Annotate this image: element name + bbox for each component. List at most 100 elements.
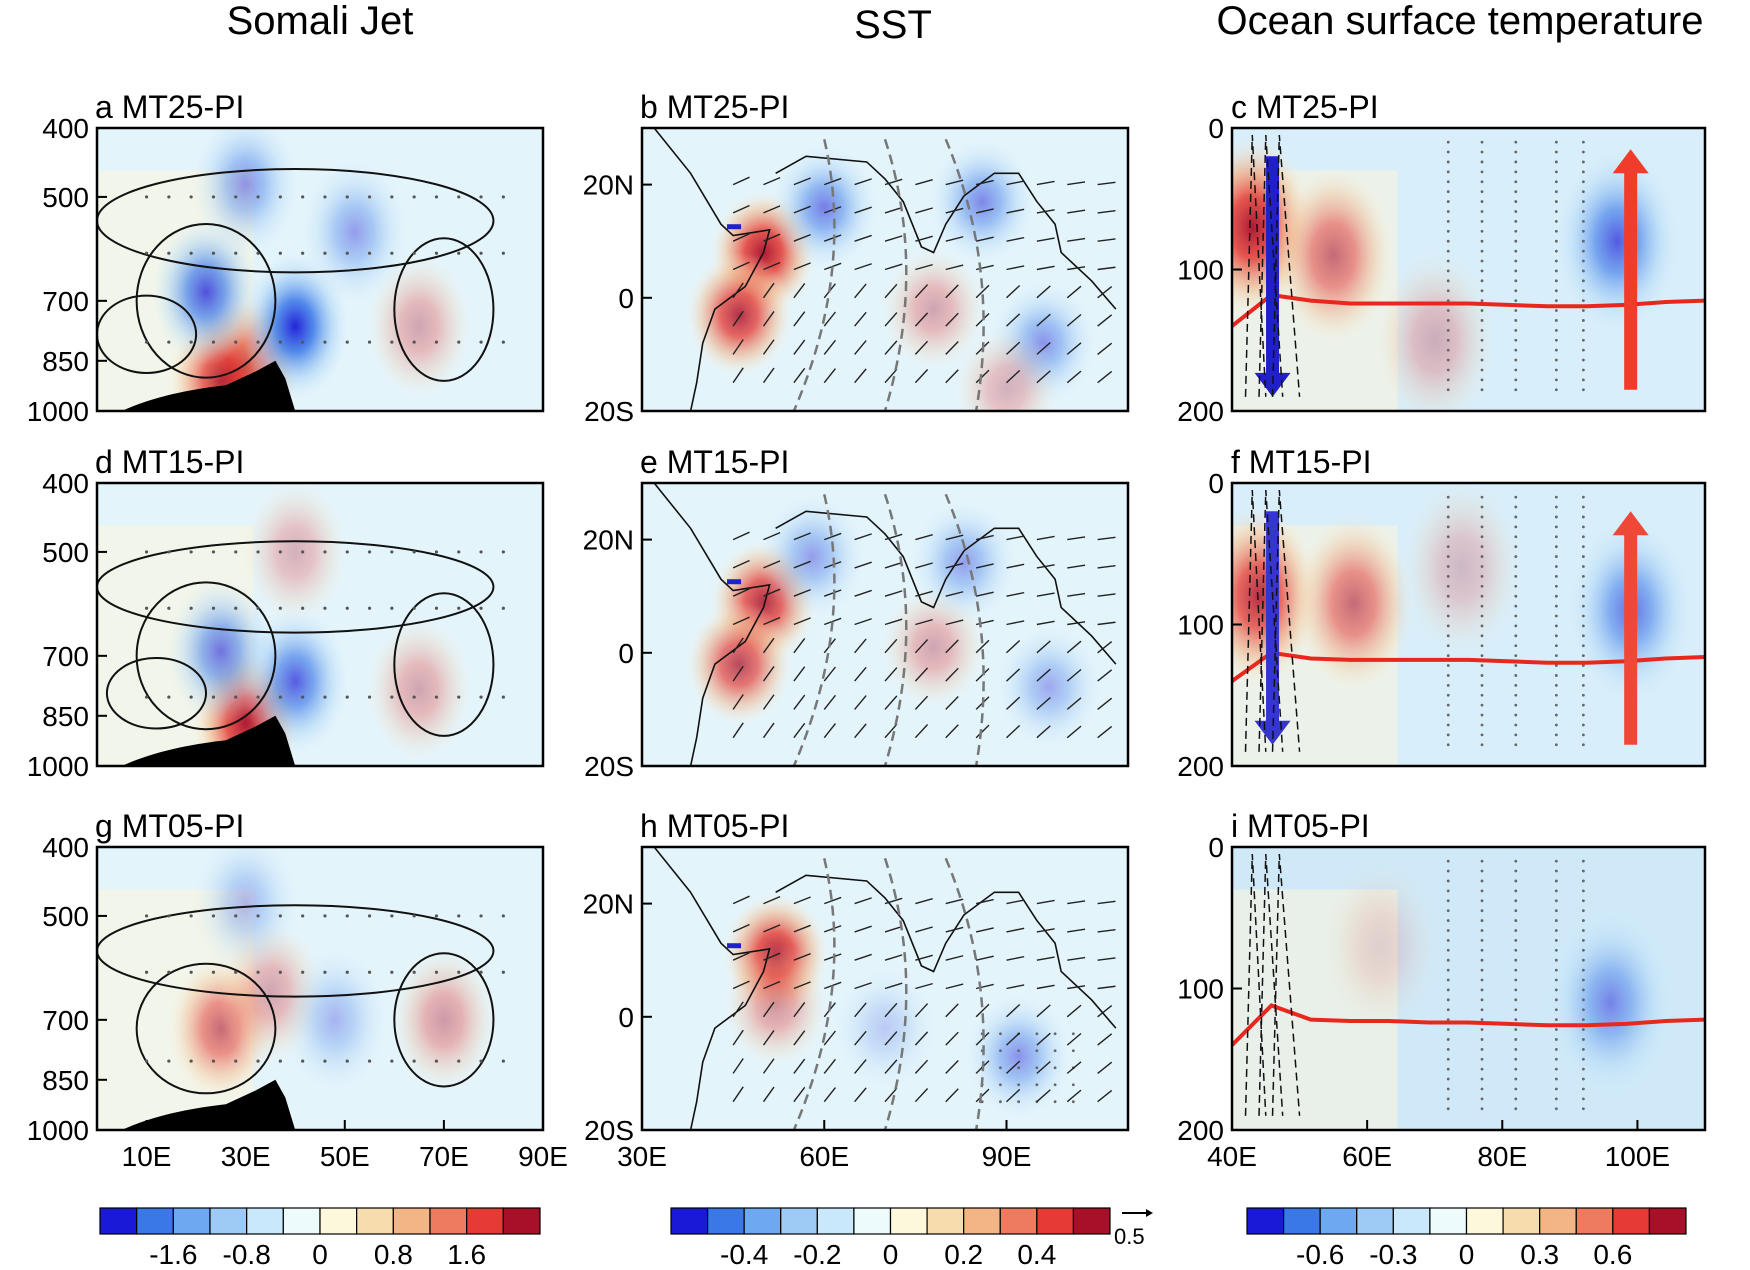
wind-vector bbox=[1067, 985, 1086, 990]
significance-dot bbox=[479, 606, 483, 610]
significance-dot bbox=[1554, 634, 1558, 638]
significance-dot bbox=[1514, 869, 1518, 873]
wind-vector bbox=[793, 896, 811, 905]
africa-coastline bbox=[653, 847, 771, 1130]
significance-dot bbox=[1446, 1067, 1450, 1071]
significance-dot bbox=[1480, 229, 1484, 233]
dashed-contour bbox=[792, 494, 836, 766]
significance-dot bbox=[1581, 909, 1585, 913]
significance-dot bbox=[345, 340, 349, 344]
significance-dot bbox=[501, 1059, 505, 1063]
warm-anomaly-3 bbox=[1373, 249, 1497, 411]
significance-dot bbox=[390, 195, 394, 199]
wind-vector bbox=[1036, 592, 1055, 597]
significance-dot bbox=[1554, 190, 1558, 194]
significance-dot bbox=[1514, 634, 1518, 638]
significance-dot bbox=[412, 550, 416, 554]
significance-dot bbox=[1480, 723, 1484, 727]
wind-vector bbox=[1006, 180, 1025, 186]
y-tick-label: 400 bbox=[42, 113, 89, 144]
significance-dot bbox=[167, 695, 171, 699]
wind-vector bbox=[793, 1086, 806, 1103]
significance-dot bbox=[1480, 299, 1484, 303]
wind-vector bbox=[1097, 1089, 1113, 1103]
colorbar-tick-label: -0.6 bbox=[1296, 1239, 1344, 1270]
significance-dot bbox=[189, 970, 193, 974]
significance-dot bbox=[278, 695, 282, 699]
significance-dot bbox=[1017, 1100, 1021, 1104]
significance-dot bbox=[390, 251, 394, 255]
cold-anomaly-4 bbox=[928, 139, 1036, 264]
colorbar-swatch bbox=[926, 1207, 965, 1235]
significance-dot bbox=[1554, 170, 1558, 174]
significance-dot bbox=[457, 550, 461, 554]
wind-vector bbox=[1097, 181, 1116, 186]
significance-dot bbox=[211, 550, 216, 554]
significance-dot bbox=[1554, 674, 1558, 677]
wind-vector bbox=[823, 1087, 836, 1103]
significance-dot bbox=[501, 695, 505, 699]
significance-dot bbox=[1581, 743, 1585, 747]
significance-dot bbox=[1554, 200, 1558, 203]
significance-dot bbox=[434, 550, 439, 554]
wind-vector bbox=[1006, 591, 1025, 597]
cold-anomaly-4 bbox=[192, 128, 300, 258]
significance-dot bbox=[1053, 1083, 1057, 1087]
wind-vector bbox=[1036, 1004, 1051, 1018]
significance-dot bbox=[1554, 693, 1558, 697]
wind-vector bbox=[914, 1059, 929, 1074]
significance-dot bbox=[1554, 160, 1558, 164]
wind-vector bbox=[823, 1058, 836, 1074]
significance-dot bbox=[999, 1066, 1002, 1070]
significance-dot bbox=[1480, 170, 1484, 174]
dashed-contour bbox=[1244, 490, 1267, 752]
significance-dot bbox=[1446, 358, 1450, 362]
significance-dot bbox=[189, 695, 193, 699]
significance-dot bbox=[1480, 160, 1484, 164]
significance-dot bbox=[1446, 170, 1450, 174]
significance-dot bbox=[1514, 1077, 1518, 1081]
panel-frame bbox=[95, 845, 545, 1132]
wind-vector bbox=[1006, 1060, 1021, 1074]
significance-dot bbox=[1446, 1057, 1450, 1061]
wind-vector bbox=[884, 340, 898, 355]
significance-dot bbox=[1581, 713, 1585, 717]
topography bbox=[121, 715, 296, 766]
significance-dot bbox=[367, 695, 372, 699]
significance-dot bbox=[434, 606, 439, 610]
wind-vector bbox=[823, 723, 836, 739]
significance-dot bbox=[1514, 565, 1518, 568]
significance-dot bbox=[1514, 1067, 1518, 1071]
colorbar-swatch bbox=[1282, 1207, 1321, 1235]
cold-anomaly-5 bbox=[995, 624, 1103, 750]
significance-dot bbox=[1480, 1018, 1484, 1022]
significance-dot bbox=[1514, 584, 1518, 588]
significance-dot bbox=[1446, 210, 1450, 213]
significance-dot bbox=[167, 914, 171, 918]
significance-dot bbox=[1514, 219, 1518, 223]
significance-dot bbox=[1514, 140, 1518, 144]
wind-vector bbox=[884, 263, 903, 271]
significance-dot bbox=[1446, 219, 1450, 223]
significance-dot bbox=[1480, 358, 1484, 362]
contour-line-0 bbox=[97, 294, 198, 374]
x-tick-label: 50E bbox=[320, 1141, 370, 1172]
significance-dot bbox=[1480, 328, 1484, 332]
significance-dot bbox=[412, 1059, 416, 1063]
wind-vector bbox=[732, 1029, 744, 1046]
wind-vector bbox=[884, 723, 898, 739]
significance-dot bbox=[1446, 338, 1450, 342]
wind-vector bbox=[732, 310, 744, 327]
wind-vector bbox=[914, 695, 929, 710]
significance-dot bbox=[1446, 594, 1450, 598]
significance-dot bbox=[1514, 1038, 1518, 1041]
wind-vector bbox=[1006, 1004, 1021, 1018]
wind-vector bbox=[824, 177, 842, 186]
wind-vector bbox=[914, 667, 929, 682]
significance-dot bbox=[1480, 604, 1484, 608]
wind-vector bbox=[945, 898, 964, 905]
significance-dot bbox=[1446, 319, 1450, 322]
significance-dot bbox=[1514, 743, 1518, 747]
wind-vector bbox=[732, 559, 750, 569]
significance-dot bbox=[211, 1059, 216, 1063]
